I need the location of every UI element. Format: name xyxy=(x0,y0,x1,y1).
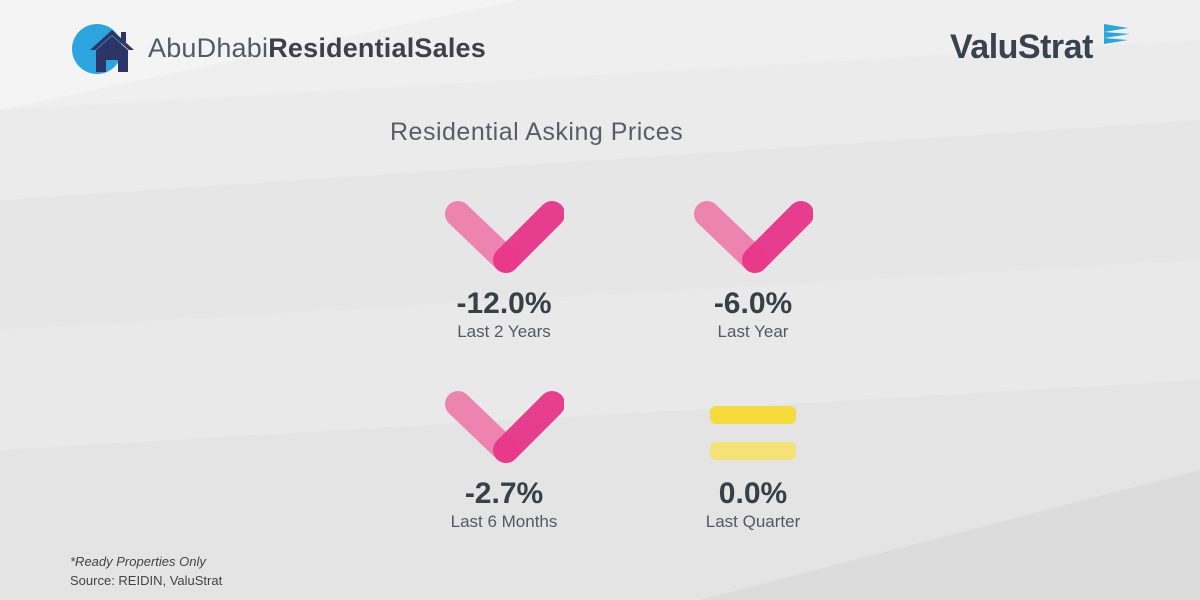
stat-value: -12.0% xyxy=(456,287,552,320)
company-logo: ValuStrat xyxy=(950,28,1093,66)
brand-title-bold: ResidentialSales xyxy=(268,33,486,63)
brand-title-light: AbuDhabi xyxy=(148,33,269,63)
down-chevron-icon xyxy=(445,391,564,463)
stat-last-year: -6.0% Last Year xyxy=(643,200,863,342)
equals-icon xyxy=(710,406,796,460)
section-title: Residential Asking Prices xyxy=(390,118,684,146)
stat-value: -2.7% xyxy=(464,477,544,510)
stat-value: -6.0% xyxy=(713,287,793,320)
stat-label: Last Year xyxy=(717,322,789,341)
footnote-source: Source: REIDIN, ValuStrat xyxy=(70,573,223,588)
footnote: *Ready Properties Only Source: REIDIN, V… xyxy=(70,552,222,590)
stat-last-quarter: 0.0% Last Quarter xyxy=(643,390,863,532)
house-icon xyxy=(72,24,134,74)
stat-label: Last 2 Years xyxy=(457,322,551,341)
brand-title: AbuDhabiResidentialSales xyxy=(148,33,486,64)
footnote-note: *Ready Properties Only xyxy=(70,554,206,569)
valustrat-arrows-icon xyxy=(1104,24,1130,44)
stat-label: Last 6 Months xyxy=(450,512,558,531)
stat-value: 0.0% xyxy=(718,477,788,510)
stat-last-6-months: -2.7% Last 6 Months xyxy=(394,390,614,532)
stat-label: Last Quarter xyxy=(705,512,801,531)
down-chevron-icon xyxy=(694,201,813,273)
down-chevron-icon xyxy=(445,201,564,273)
stat-last-2-years: -12.0% Last 2 Years xyxy=(394,200,614,342)
